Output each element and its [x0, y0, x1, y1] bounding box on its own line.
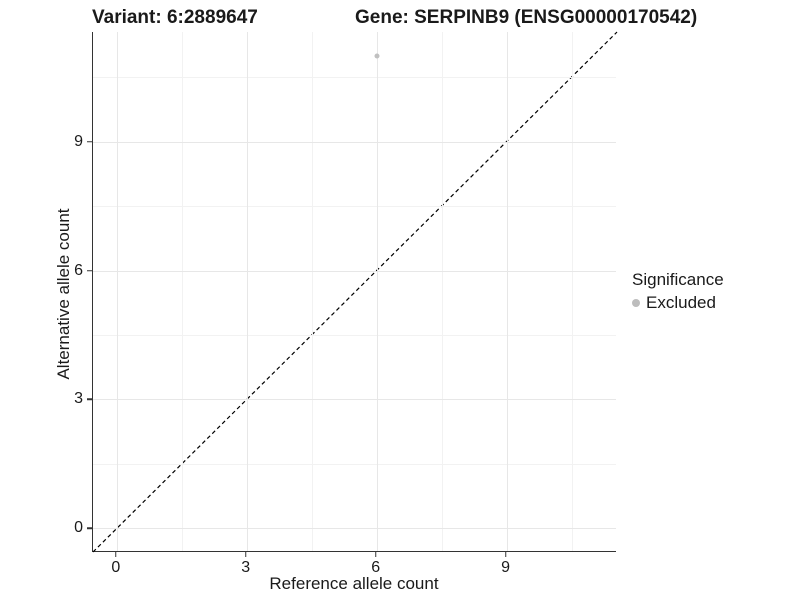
- plot-panel: [92, 31, 618, 553]
- legend-dot: [632, 299, 640, 307]
- identity-line-svg: [92, 31, 618, 553]
- x-tick-label: 6: [371, 559, 381, 576]
- legend-item-excluded: Excluded: [632, 293, 724, 313]
- plot-title-variant: Variant: 6:2889647: [92, 7, 258, 28]
- x-gridline-major: [376, 32, 378, 551]
- x-tick-label: 3: [241, 559, 251, 576]
- y-tick-mark: [87, 527, 92, 530]
- legend-title: Significance: [632, 270, 724, 289]
- y-tick-label: 3: [74, 390, 83, 408]
- legend-item-label: Excluded: [646, 293, 716, 312]
- y-tick-label: 9: [74, 132, 83, 150]
- y-gridline-minor: [93, 206, 616, 208]
- data-point: [374, 53, 380, 59]
- y-tick-mark: [87, 398, 92, 401]
- y-gridline-minor: [93, 77, 616, 79]
- x-tick-mark: [504, 552, 507, 557]
- y-gridline-major: [93, 399, 616, 401]
- x-gridline-minor: [441, 32, 443, 551]
- x-gridline-minor: [311, 32, 313, 551]
- x-tick-label: 9: [501, 559, 511, 576]
- x-gridline-major: [506, 32, 508, 551]
- x-axis-title: Reference allele count: [269, 574, 439, 593]
- x-gridline-major: [246, 32, 248, 551]
- x-gridline-minor: [571, 32, 573, 551]
- legend: Significance Excluded: [632, 270, 724, 313]
- y-gridline-major: [93, 270, 616, 272]
- y-gridline-minor: [93, 334, 616, 336]
- x-tick-mark: [115, 552, 117, 557]
- x-gridline-major: [116, 32, 118, 551]
- y-tick-label: 0: [74, 519, 83, 537]
- y-tick-mark: [87, 269, 92, 272]
- y-gridline-minor: [93, 463, 616, 465]
- y-gridline-major: [93, 141, 616, 143]
- y-axis-title: Alternative allele count: [54, 208, 73, 380]
- y-tick-mark: [87, 140, 92, 143]
- y-tick-label: 6: [74, 261, 83, 279]
- x-tick-label: 0: [111, 559, 121, 576]
- plot-title-gene: Gene: SERPINB9 (ENSG00000170542): [355, 7, 698, 28]
- x-gridline-minor: [181, 32, 183, 551]
- x-tick-mark: [374, 552, 377, 557]
- identity-line: [92, 31, 618, 553]
- y-gridline-major: [93, 528, 616, 530]
- x-tick-mark: [244, 552, 247, 557]
